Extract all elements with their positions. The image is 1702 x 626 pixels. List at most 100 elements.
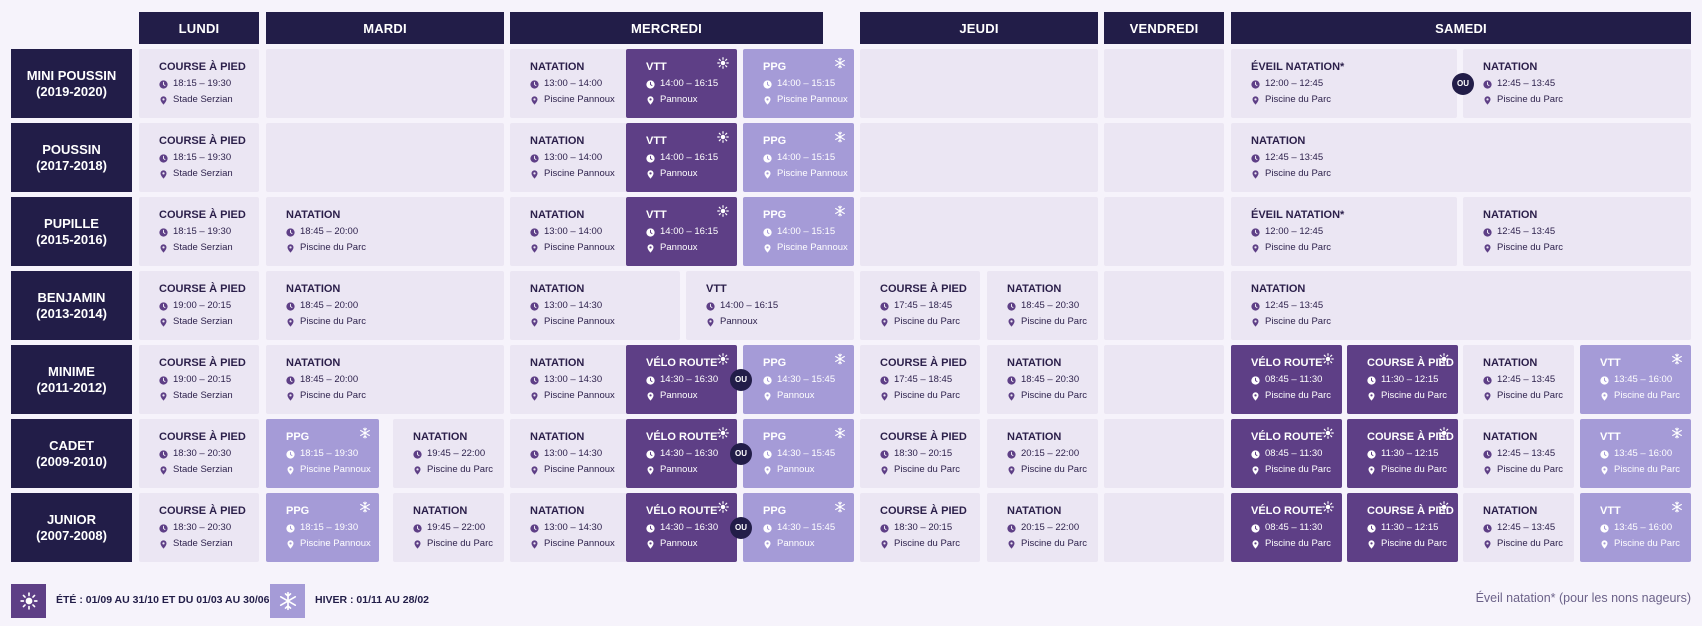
session-card[interactable]: NATATION 13:00 – 14:00 Piscine Pannoux [510,197,627,266]
session-card[interactable]: VÉLO ROUTE 08:45 – 11:30 Piscine du Parc [1231,345,1342,414]
session-card[interactable]: VÉLO ROUTE 08:45 – 11:30 Piscine du Parc [1231,419,1342,488]
clock-icon [646,227,658,237]
session-card[interactable]: PPG 18:15 – 19:30 Piscine Pannoux [266,493,379,562]
session-card[interactable]: NATATION 18:45 – 20:00 Piscine du Parc [266,345,504,414]
session-card[interactable]: NATATION 20:15 – 22:00 Piscine du Parc [987,419,1098,488]
or-badge: OU [1452,72,1474,95]
session-activity: NATATION [1483,61,1538,73]
session-card[interactable]: NATATION 13:00 – 14:30 Piscine Pannoux [510,419,627,488]
session-time: 18:45 – 20:30 [1021,300,1080,311]
session-card[interactable]: NATATION 13:00 – 14:30 Piscine Pannoux [510,493,627,562]
session-card[interactable]: COURSE À PIED 18:30 – 20:15 Piscine du Par… [860,493,980,562]
session-activity: VÉLO ROUTE [1251,431,1323,443]
session-place: Piscine du Parc [894,464,961,475]
session-time: 13:45 – 16:00 [1614,522,1673,533]
session-card[interactable]: COURSE À PIED 18:15 – 19:30 Stade Serzian [139,49,259,118]
session-card[interactable]: VTT 14:00 – 16:15 Pannoux [626,49,737,118]
session-card[interactable]: NATATION 13:00 – 14:30 Piscine Pannoux [510,345,627,414]
session-card[interactable]: COURSE À PIED 17:45 – 18:45 Piscine du Par… [860,271,980,340]
session-card[interactable]: PPG 14:30 – 15:45 Pannoux [743,419,854,488]
location-pin-icon [1483,465,1495,475]
session-card[interactable]: NATATION 12:45 – 13:45 Piscine du Parc [1231,271,1691,340]
location-pin-icon [1251,391,1263,401]
category-name: JUNIOR [46,511,97,527]
clock-icon [1251,375,1263,385]
session-card[interactable]: VTT 14:00 – 16:15 Pannoux [626,123,737,192]
session-place: Piscine du Parc [894,316,961,327]
session-card[interactable]: COURSE À PIED 17:45 – 18:45 Piscine du Par… [860,345,980,414]
session-card[interactable]: COURSE À PIED 11:30 – 12:15 Piscine du Par… [1347,493,1458,562]
session-card[interactable]: COURSE À PIED 18:30 – 20:30 Stade Serzian [139,493,259,562]
session-card[interactable]: PPG 14:30 – 15:45 Pannoux [743,493,854,562]
snowflake-icon [834,204,846,217]
session-card[interactable]: COURSE À PIED 19:00 – 20:15 Stade Serzian [139,271,259,340]
session-card[interactable]: VÉLO ROUTE 14:30 – 16:30 Pannoux [626,419,737,488]
session-place: Piscine du Parc [1497,242,1564,253]
session-card[interactable]: NATATION 19:45 – 22:00 Piscine du Parc [393,419,504,488]
session-card[interactable]: COURSE À PIED 18:15 – 19:30 Stade Serzian [139,197,259,266]
clock-icon [880,375,892,385]
session-time: 18:15 – 19:30 [173,226,232,237]
session-card[interactable]: NATATION 18:45 – 20:30 Piscine du Parc [987,271,1098,340]
session-place: Pannoux [660,464,698,475]
session-card[interactable]: PPG 14:00 – 15:15 Piscine Pannoux [743,123,854,192]
session-card[interactable]: COURSE À PIED 18:30 – 20:30 Stade Serzian [139,419,259,488]
clock-icon [286,227,298,237]
session-card[interactable]: COURSE À PIED 18:30 – 20:15 Piscine du Par… [860,419,980,488]
session-card[interactable]: PPG 14:00 – 15:15 Piscine Pannoux [743,197,854,266]
session-card[interactable]: NATATION 12:45 – 13:45 Piscine du Parc [1463,197,1691,266]
session-card[interactable]: NATATION 12:45 – 13:45 Piscine du Parc [1463,419,1574,488]
session-card[interactable]: VTT 13:45 – 16:00 Piscine du Parc [1580,493,1691,562]
location-pin-icon [286,317,298,327]
session-card[interactable]: VTT 14:00 – 16:15 Pannoux [686,271,854,340]
session-place: Pannoux [660,538,698,549]
session-card[interactable]: COURSE À PIED 18:15 – 19:30 Stade Serzian [139,123,259,192]
session-card[interactable]: NATATION 12:45 – 13:45 Piscine du Parc [1463,345,1574,414]
session-time: 14:30 – 15:45 [777,374,836,385]
session-activity: PPG [286,505,310,517]
session-card[interactable]: COURSE À PIED 19:00 – 20:15 Stade Serzian [139,345,259,414]
session-card[interactable]: VTT 13:45 – 16:00 Piscine du Parc [1580,345,1691,414]
session-time: 14:30 – 15:45 [777,522,836,533]
session-card[interactable]: NATATION 18:45 – 20:30 Piscine du Parc [987,345,1098,414]
session-card[interactable]: NATATION 20:15 – 22:00 Piscine du Parc [987,493,1098,562]
session-card[interactable]: NATATION 13:00 – 14:30 Piscine Pannoux [510,271,680,340]
session-card[interactable]: PPG 14:00 – 15:15 Piscine Pannoux [743,49,854,118]
clock-icon [159,301,171,311]
session-time: 20:15 – 22:00 [1021,448,1080,459]
session-card[interactable]: VÉLO ROUTE 14:30 – 16:30 Pannoux [626,493,737,562]
session-card[interactable]: PPG 14:30 – 15:45 Pannoux [743,345,854,414]
clock-icon [159,449,171,459]
location-pin-icon [880,317,892,327]
session-card[interactable]: NATATION 12:45 – 13:45 Piscine du Parc [1463,493,1574,562]
session-activity: ÉVEIL NATATION* [1251,209,1345,221]
empty-slot [860,197,1098,266]
session-place: Pannoux [660,242,698,253]
session-card[interactable]: NATATION 13:00 – 14:00 Piscine Pannoux [510,49,627,118]
session-card[interactable]: COURSE À PIED 11:30 – 12:15 Piscine du Par… [1347,419,1458,488]
session-activity: VTT [646,209,667,221]
session-card[interactable]: VÉLO ROUTE 08:45 – 11:30 Piscine du Parc [1231,493,1342,562]
session-time: 14:00 – 16:15 [720,300,779,311]
day-header-mardi: MARDI [266,12,504,44]
session-card[interactable]: NATATION 12:45 – 13:45 Piscine du Parc [1231,123,1691,192]
session-card[interactable]: NATATION 12:45 – 13:45 Piscine du Parc [1463,49,1691,118]
session-place: Piscine du Parc [427,538,494,549]
location-pin-icon [530,169,542,179]
session-card[interactable]: VTT 13:45 – 16:00 Piscine du Parc [1580,419,1691,488]
session-card[interactable]: NATATION 13:00 – 14:00 Piscine Pannoux [510,123,627,192]
empty-slot [860,49,1098,118]
session-card[interactable]: NATATION 18:45 – 20:00 Piscine du Parc [266,271,504,340]
session-place: Piscine Pannoux [544,464,615,475]
session-card[interactable]: ÉVEIL NATATION* 12:00 – 12:45 Piscine du P… [1231,49,1457,118]
session-card[interactable]: COURSE À PIED 11:30 – 12:15 Piscine du Par… [1347,345,1458,414]
session-card[interactable]: NATATION 18:45 – 20:00 Piscine du Parc [266,197,504,266]
session-card[interactable]: PPG 18:15 – 19:30 Piscine Pannoux [266,419,379,488]
session-card[interactable]: NATATION 19:45 – 22:00 Piscine du Parc [393,493,504,562]
session-card[interactable]: VTT 14:00 – 16:15 Pannoux [626,197,737,266]
session-card[interactable]: VÉLO ROUTE 14:30 – 16:30 Pannoux [626,345,737,414]
session-card[interactable]: ÉVEIL NATATION* 12:00 – 12:45 Piscine du P… [1231,197,1457,266]
snowflake-icon [834,352,846,365]
session-activity: COURSE À PIED [1367,505,1454,517]
empty-slot [1104,345,1224,414]
